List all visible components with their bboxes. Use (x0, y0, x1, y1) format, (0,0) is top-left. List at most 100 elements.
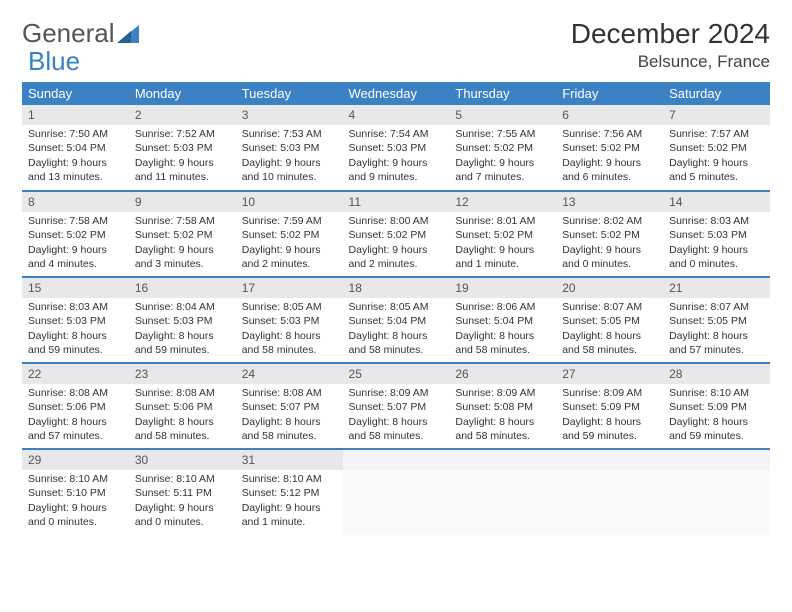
sunrise-text: Sunrise: 7:52 AM (135, 127, 230, 141)
daylight-text: Daylight: 9 hours and 1 minute. (455, 243, 550, 271)
sunrise-text: Sunrise: 8:05 AM (349, 300, 444, 314)
calendar-table: SundayMondayTuesdayWednesdayThursdayFrid… (22, 82, 770, 535)
sunrise-text: Sunrise: 7:57 AM (669, 127, 764, 141)
day-cell: 27Sunrise: 8:09 AMSunset: 5:09 PMDayligh… (556, 363, 663, 449)
day-body: Sunrise: 8:10 AMSunset: 5:09 PMDaylight:… (663, 384, 770, 447)
sunset-text: Sunset: 5:02 PM (28, 228, 123, 242)
daylight-text: Daylight: 9 hours and 2 minutes. (349, 243, 444, 271)
day-body: Sunrise: 8:04 AMSunset: 5:03 PMDaylight:… (129, 298, 236, 361)
day-number: 22 (22, 364, 129, 384)
daylight-text: Daylight: 9 hours and 6 minutes. (562, 156, 657, 184)
daylight-text: Daylight: 9 hours and 2 minutes. (242, 243, 337, 271)
daylight-text: Daylight: 9 hours and 0 minutes. (135, 501, 230, 529)
day-cell: 25Sunrise: 8:09 AMSunset: 5:07 PMDayligh… (343, 363, 450, 449)
day-cell: 15Sunrise: 8:03 AMSunset: 5:03 PMDayligh… (22, 277, 129, 363)
sunrise-text: Sunrise: 8:10 AM (242, 472, 337, 486)
sunrise-text: Sunrise: 7:55 AM (455, 127, 550, 141)
day-cell: 14Sunrise: 8:03 AMSunset: 5:03 PMDayligh… (663, 191, 770, 277)
day-body: Sunrise: 8:07 AMSunset: 5:05 PMDaylight:… (556, 298, 663, 361)
sunrise-text: Sunrise: 8:02 AM (562, 214, 657, 228)
day-number: 4 (343, 105, 450, 125)
day-number: 29 (22, 450, 129, 470)
day-number: 23 (129, 364, 236, 384)
daylight-text: Daylight: 9 hours and 0 minutes. (562, 243, 657, 271)
day-cell: 21Sunrise: 8:07 AMSunset: 5:05 PMDayligh… (663, 277, 770, 363)
sunset-text: Sunset: 5:12 PM (242, 486, 337, 500)
sunrise-text: Sunrise: 8:03 AM (669, 214, 764, 228)
daylight-text: Daylight: 9 hours and 9 minutes. (349, 156, 444, 184)
day-cell: 30Sunrise: 8:10 AMSunset: 5:11 PMDayligh… (129, 449, 236, 535)
day-cell: 29Sunrise: 8:10 AMSunset: 5:10 PMDayligh… (22, 449, 129, 535)
day-body: Sunrise: 8:06 AMSunset: 5:04 PMDaylight:… (449, 298, 556, 361)
sunrise-text: Sunrise: 8:10 AM (669, 386, 764, 400)
week-row: 29Sunrise: 8:10 AMSunset: 5:10 PMDayligh… (22, 449, 770, 535)
day-body: Sunrise: 7:57 AMSunset: 5:02 PMDaylight:… (663, 125, 770, 188)
sunrise-text: Sunrise: 8:04 AM (135, 300, 230, 314)
day-body: Sunrise: 8:05 AMSunset: 5:03 PMDaylight:… (236, 298, 343, 361)
day-cell: 12Sunrise: 8:01 AMSunset: 5:02 PMDayligh… (449, 191, 556, 277)
sunrise-text: Sunrise: 8:03 AM (28, 300, 123, 314)
day-cell: 22Sunrise: 8:08 AMSunset: 5:06 PMDayligh… (22, 363, 129, 449)
sunset-text: Sunset: 5:07 PM (242, 400, 337, 414)
sunset-text: Sunset: 5:10 PM (28, 486, 123, 500)
empty-cell (663, 449, 770, 535)
day-cell: 23Sunrise: 8:08 AMSunset: 5:06 PMDayligh… (129, 363, 236, 449)
day-number: 6 (556, 105, 663, 125)
day-number: 16 (129, 278, 236, 298)
day-body: Sunrise: 8:09 AMSunset: 5:08 PMDaylight:… (449, 384, 556, 447)
day-number: 30 (129, 450, 236, 470)
day-body: Sunrise: 7:50 AMSunset: 5:04 PMDaylight:… (22, 125, 129, 188)
daylight-text: Daylight: 9 hours and 4 minutes. (28, 243, 123, 271)
empty-cell (343, 449, 450, 535)
day-body: Sunrise: 8:05 AMSunset: 5:04 PMDaylight:… (343, 298, 450, 361)
sunset-text: Sunset: 5:03 PM (135, 141, 230, 155)
sunrise-text: Sunrise: 7:50 AM (28, 127, 123, 141)
day-header-wednesday: Wednesday (343, 82, 450, 105)
sunrise-text: Sunrise: 8:09 AM (455, 386, 550, 400)
day-number: 1 (22, 105, 129, 125)
day-body: Sunrise: 8:10 AMSunset: 5:11 PMDaylight:… (129, 470, 236, 533)
day-cell: 24Sunrise: 8:08 AMSunset: 5:07 PMDayligh… (236, 363, 343, 449)
sunrise-text: Sunrise: 7:58 AM (135, 214, 230, 228)
day-cell: 17Sunrise: 8:05 AMSunset: 5:03 PMDayligh… (236, 277, 343, 363)
day-number: 20 (556, 278, 663, 298)
day-body: Sunrise: 7:53 AMSunset: 5:03 PMDaylight:… (236, 125, 343, 188)
sunset-text: Sunset: 5:11 PM (135, 486, 230, 500)
empty-cell (449, 449, 556, 535)
sunset-text: Sunset: 5:02 PM (242, 228, 337, 242)
sunset-text: Sunset: 5:02 PM (455, 228, 550, 242)
day-header-monday: Monday (129, 82, 236, 105)
day-body: Sunrise: 7:58 AMSunset: 5:02 PMDaylight:… (129, 212, 236, 275)
sunrise-text: Sunrise: 8:09 AM (349, 386, 444, 400)
day-number: 31 (236, 450, 343, 470)
sunset-text: Sunset: 5:07 PM (349, 400, 444, 414)
day-cell: 11Sunrise: 8:00 AMSunset: 5:02 PMDayligh… (343, 191, 450, 277)
daylight-text: Daylight: 8 hours and 58 minutes. (242, 415, 337, 443)
sunset-text: Sunset: 5:09 PM (562, 400, 657, 414)
sunrise-text: Sunrise: 8:05 AM (242, 300, 337, 314)
day-number: 13 (556, 192, 663, 212)
daylight-text: Daylight: 9 hours and 11 minutes. (135, 156, 230, 184)
day-number: 15 (22, 278, 129, 298)
day-cell: 3Sunrise: 7:53 AMSunset: 5:03 PMDaylight… (236, 105, 343, 191)
sunrise-text: Sunrise: 8:00 AM (349, 214, 444, 228)
sunset-text: Sunset: 5:02 PM (562, 228, 657, 242)
daylight-text: Daylight: 9 hours and 0 minutes. (669, 243, 764, 271)
empty-cell (556, 449, 663, 535)
day-cell: 7Sunrise: 7:57 AMSunset: 5:02 PMDaylight… (663, 105, 770, 191)
day-number: 28 (663, 364, 770, 384)
sunrise-text: Sunrise: 7:54 AM (349, 127, 444, 141)
sunrise-text: Sunrise: 8:01 AM (455, 214, 550, 228)
day-number: 19 (449, 278, 556, 298)
day-body: Sunrise: 8:10 AMSunset: 5:10 PMDaylight:… (22, 470, 129, 533)
day-cell: 8Sunrise: 7:58 AMSunset: 5:02 PMDaylight… (22, 191, 129, 277)
daylight-text: Daylight: 8 hours and 58 minutes. (349, 329, 444, 357)
sunrise-text: Sunrise: 8:10 AM (28, 472, 123, 486)
sunset-text: Sunset: 5:02 PM (135, 228, 230, 242)
day-body: Sunrise: 8:10 AMSunset: 5:12 PMDaylight:… (236, 470, 343, 533)
sunset-text: Sunset: 5:06 PM (135, 400, 230, 414)
sunrise-text: Sunrise: 8:08 AM (135, 386, 230, 400)
sunrise-text: Sunrise: 7:56 AM (562, 127, 657, 141)
day-body: Sunrise: 7:59 AMSunset: 5:02 PMDaylight:… (236, 212, 343, 275)
sunset-text: Sunset: 5:02 PM (455, 141, 550, 155)
